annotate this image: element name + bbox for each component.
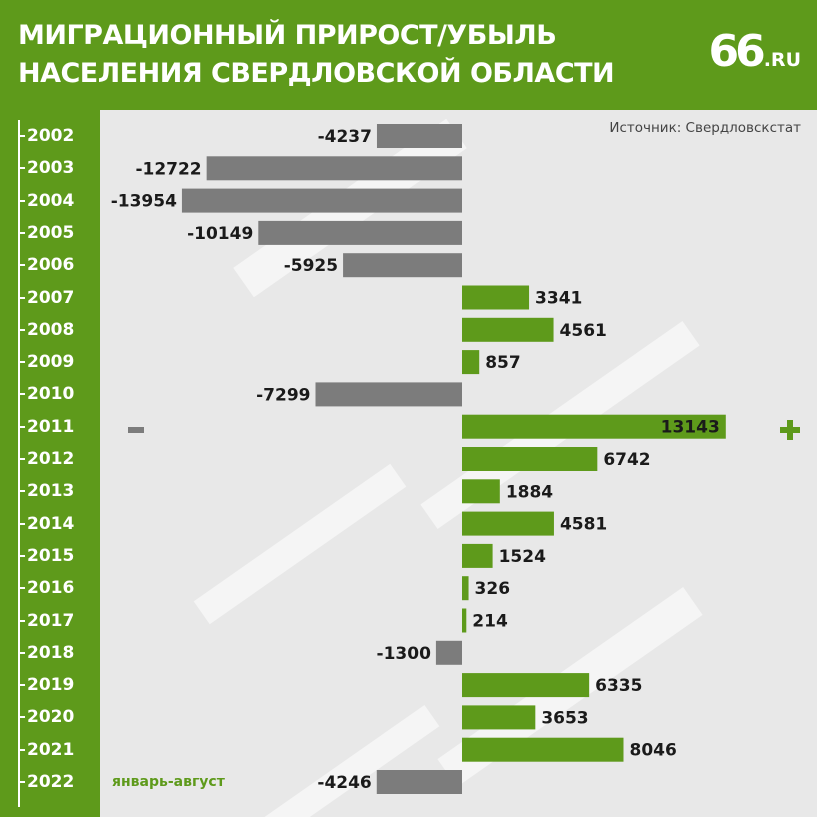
year-label: 2020	[27, 707, 75, 728]
year-label: 2007	[27, 287, 75, 308]
year-tick	[18, 328, 25, 331]
value-label-2021: 8046	[629, 741, 676, 761]
year-label: 2022	[27, 772, 75, 792]
bar-2020	[462, 705, 536, 730]
value-label-2010: -7299	[256, 385, 310, 405]
bar-2017	[462, 608, 467, 633]
year-tick	[18, 425, 25, 428]
year-tick	[18, 264, 25, 267]
year-tick	[18, 619, 25, 622]
year-tick	[18, 296, 25, 299]
bar-2008	[462, 317, 554, 342]
year-label: 2003	[27, 158, 75, 179]
year-label: 2011	[27, 416, 75, 437]
year-label: 2021	[27, 739, 75, 760]
year-tick	[18, 393, 25, 396]
year-label: 2010	[27, 384, 75, 405]
year-label: 2017	[27, 610, 75, 631]
chart-title-line-1: МИГРАЦИОННЫЙ ПРИРОСТ/УБЫЛЬ	[18, 20, 557, 51]
value-label-2013: 1884	[506, 482, 553, 502]
logo: 66 .RU	[708, 26, 801, 77]
value-label-2020: 3653	[541, 708, 588, 728]
header: МИГРАЦИОННЫЙ ПРИРОСТ/УБЫЛЬ НАСЕЛЕНИЯ СВЕ…	[0, 0, 817, 110]
year-tick	[18, 135, 25, 137]
bar-2005	[258, 220, 462, 245]
value-label-2006: -5925	[284, 256, 338, 276]
value-label-2004: -13954	[111, 192, 177, 212]
year-label: 2009	[27, 352, 75, 373]
value-label-2022: -4246	[317, 773, 371, 793]
year-tick	[18, 231, 25, 234]
year-axis: 2002 2003 2004 2005 2006 2007 2008 2009 2010 2011…	[0, 110, 100, 817]
value-label-2017: 214	[472, 612, 508, 632]
source-note: Источник: Свердловскстат	[609, 120, 801, 136]
logo-suffix: .RU	[763, 49, 801, 71]
bar-2019	[462, 673, 590, 698]
bar-2021	[462, 737, 624, 762]
bar-2009	[462, 350, 480, 375]
year-axis-line	[18, 120, 20, 807]
year-label: 2016	[27, 578, 75, 599]
bar-2011	[462, 414, 726, 439]
period-note: январь-август	[112, 774, 225, 790]
value-label-2005: -10149	[187, 224, 253, 244]
bar-2003	[206, 156, 462, 181]
year-tick	[18, 554, 25, 557]
value-label-2009: 857	[485, 353, 520, 373]
minus-icon	[128, 427, 144, 433]
value-label-2011: 13143	[661, 418, 720, 438]
year-label: 2005	[27, 222, 75, 243]
value-label-2015: 1524	[499, 547, 546, 567]
value-label-2019: 6335	[595, 676, 642, 696]
year-tick	[18, 684, 25, 687]
year-tick	[18, 522, 25, 525]
year-tick	[18, 748, 25, 751]
plus-icon	[780, 420, 800, 440]
year-label: 2014	[27, 513, 75, 534]
year-tick	[18, 587, 25, 590]
year-tick	[18, 490, 25, 493]
year-label: 2018	[27, 642, 75, 663]
year-label: 2006	[27, 255, 75, 276]
bar-2014	[462, 511, 554, 536]
year-tick	[18, 199, 25, 202]
bar-2006	[343, 253, 462, 278]
logo-main: 66	[708, 26, 765, 77]
year-tick	[18, 361, 25, 364]
bar-2010	[315, 382, 462, 407]
bar-2018	[435, 640, 462, 665]
year-label: 2008	[27, 319, 75, 340]
year-tick	[18, 716, 25, 719]
bar-2012	[462, 447, 598, 471]
value-label-2003: -12722	[135, 159, 201, 179]
value-label-2008: 4561	[560, 321, 607, 341]
year-tick	[18, 781, 25, 783]
year-tick	[18, 167, 25, 170]
year-label: 2004	[27, 190, 75, 211]
bar-2002	[376, 124, 462, 148]
year-tick	[18, 651, 25, 654]
bar-2015	[462, 543, 493, 568]
value-label-2014: 4581	[560, 515, 607, 535]
year-label: 2002	[27, 126, 75, 146]
value-label-2018: -1300	[377, 644, 432, 664]
bar-2007	[462, 285, 530, 310]
year-label: 2013	[27, 481, 75, 502]
year-tick	[18, 458, 25, 460]
bar-2013	[462, 479, 500, 504]
value-label-2012: 6742	[603, 450, 650, 470]
bar-2022	[376, 770, 462, 794]
year-label: 2019	[27, 675, 75, 696]
bar-2016	[462, 576, 469, 601]
year-label: 2015	[27, 545, 75, 566]
bar-2004	[181, 188, 462, 213]
value-label-2016: 326	[475, 579, 511, 599]
chart-title-line-2: НАСЕЛЕНИЯ СВЕРДЛОВСКОЙ ОБЛАСТИ	[18, 58, 615, 89]
value-label-2002: -4237	[318, 127, 372, 147]
year-label: 2012	[27, 449, 75, 469]
value-label-2007: 3341	[535, 289, 582, 309]
